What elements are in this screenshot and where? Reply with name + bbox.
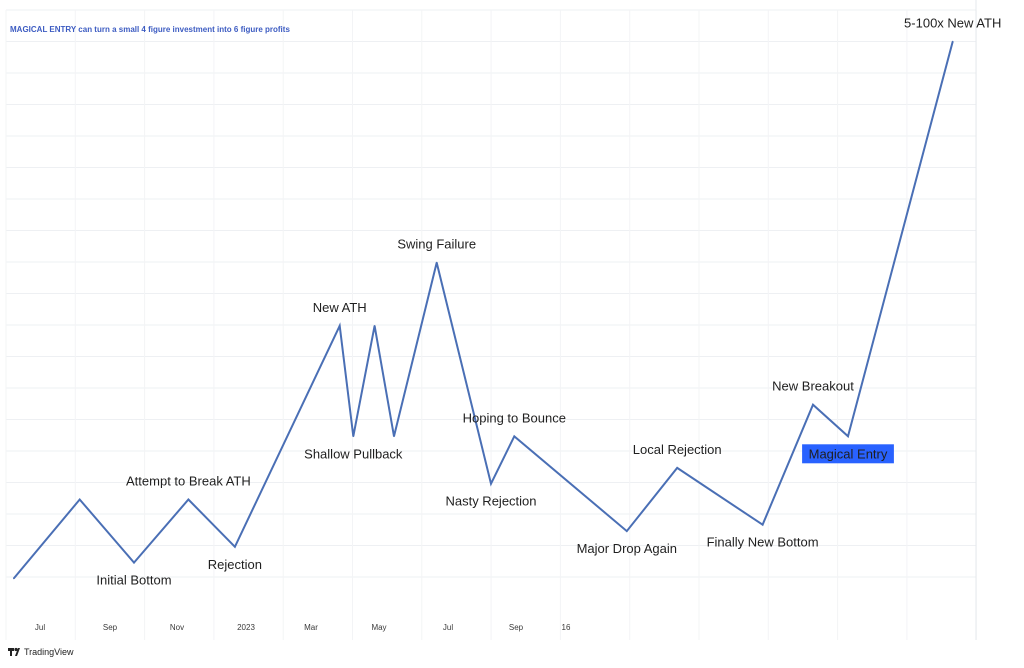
data-point (951, 40, 954, 43)
tradingview-logo-icon (8, 647, 20, 656)
annotation-label: Rejection (208, 557, 262, 572)
x-tick-label: Jul (443, 623, 453, 632)
data-point (393, 435, 395, 438)
data-point (338, 325, 341, 327)
data-point (626, 530, 628, 532)
data-point (513, 435, 516, 438)
data-point (676, 467, 678, 469)
annotation-label: Finally New Bottom (707, 535, 819, 550)
x-tick-label: Nov (170, 623, 184, 632)
data-point (352, 435, 355, 438)
chart-title: MAGICAL ENTRY can turn a small 4 figure … (10, 25, 290, 34)
data-point (847, 435, 849, 438)
annotation-label: 5-100x New ATH (904, 16, 1001, 31)
annotation-label: New ATH (313, 300, 367, 315)
annotation-label: Attempt to Break ATH (126, 474, 251, 489)
x-tick-label: 2023 (237, 623, 255, 632)
chart-grid (5, 0, 977, 640)
x-tick-label: Sep (103, 623, 118, 632)
annotation-highlight (802, 444, 894, 464)
annotation-label: Initial Bottom (96, 573, 171, 588)
data-point (78, 498, 81, 501)
annotation-label: Swing Failure (397, 237, 476, 252)
data-point (373, 325, 376, 327)
x-tick-label: Mar (304, 623, 318, 632)
data-point (13, 577, 15, 580)
annotation-label: Nasty Rejection (445, 494, 536, 509)
x-tick-label: Sep (509, 623, 524, 632)
data-point (812, 403, 814, 406)
series-line (13, 41, 954, 580)
annotation-label: Magical Entry (809, 446, 888, 461)
data-point (761, 523, 764, 526)
data-point (435, 261, 438, 264)
data-point (133, 561, 135, 564)
chart-annotations: Initial Bottom Attempt to Break ATH Reject… (96, 16, 1001, 588)
annotation-label: Major Drop Again (577, 541, 677, 556)
x-axis-ticks: Jul Sep Nov 2023 Mar May Jul Sep 16 (35, 623, 571, 632)
annotation-label: Hoping to Bounce (463, 410, 566, 425)
annotation-label: Local Rejection (633, 442, 722, 457)
x-tick-label: May (371, 623, 386, 632)
x-tick-label: Jul (35, 623, 45, 632)
annotation-label: Shallow Pullback (304, 446, 403, 461)
x-tick-label: 16 (562, 623, 571, 632)
chart-series (13, 40, 954, 580)
tradingview-brand-label: TradingView (24, 647, 74, 657)
data-point (187, 498, 190, 501)
annotation-label: New Breakout (772, 379, 854, 394)
data-point (234, 546, 236, 548)
data-point (490, 482, 492, 485)
